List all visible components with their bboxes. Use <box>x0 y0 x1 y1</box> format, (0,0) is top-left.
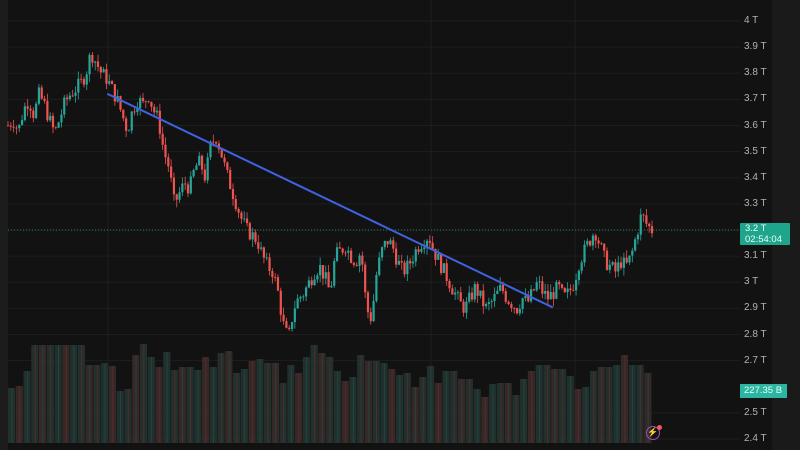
last-price-value: 3.2 T <box>745 223 767 234</box>
lightning-icon[interactable]: ⚡ <box>646 426 660 440</box>
candlesticks <box>6 52 654 332</box>
price-axis-label: 3.1 T <box>744 250 767 262</box>
volume-bars <box>8 344 652 443</box>
price-axis-label: 3.4 T <box>744 171 767 183</box>
price-axis-label: 3.9 T <box>744 41 767 53</box>
price-axis-label: 2.8 T <box>744 328 767 340</box>
price-axis-label: 3.8 T <box>744 67 767 79</box>
price-axis-label: 3.5 T <box>744 145 767 157</box>
bar-countdown: 02:54:04 <box>745 233 782 245</box>
last-price-badge: 3.2 T 02:54:04 <box>740 223 790 245</box>
price-axis-label: 2.9 T <box>744 302 767 314</box>
price-axis-label: 2.5 T <box>744 406 767 418</box>
price-axis-label: 3.3 T <box>744 197 767 209</box>
price-axis-label: 3 T <box>744 276 759 288</box>
trendline[interactable] <box>107 93 553 309</box>
left-edge-strip <box>0 0 8 450</box>
volume-badge: 227.35 B <box>740 384 787 398</box>
price-axis-label: 3.6 T <box>744 119 767 131</box>
price-axis-label: 2.7 T <box>744 354 767 366</box>
price-axis-label: 2.4 T <box>744 433 767 444</box>
price-axis-label: 4 T <box>744 15 759 26</box>
notification-dot <box>657 425 662 430</box>
price-axis-label: 3.7 T <box>744 93 767 105</box>
